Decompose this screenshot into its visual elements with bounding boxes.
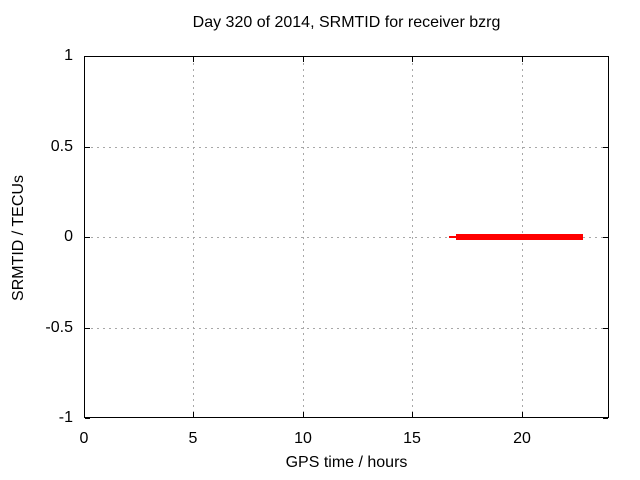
x-tick-mark-top — [412, 57, 413, 62]
y-tick-mark-right — [603, 328, 608, 329]
gridline-y — [85, 147, 608, 148]
y-tick-mark-left — [85, 147, 90, 148]
x-tick-mark-bottom — [193, 412, 194, 417]
y-tick-mark-left — [85, 328, 90, 329]
gridline-y — [85, 328, 608, 329]
y-tick-mark-left — [85, 56, 90, 57]
y-tick-mark-right — [603, 418, 608, 419]
y-tick-label: 0.5 — [50, 138, 73, 155]
gridline-y — [85, 237, 608, 238]
x-tick-mark-bottom — [522, 412, 523, 417]
x-tick-mark-top — [84, 57, 85, 62]
y-tick-label: 1 — [64, 47, 73, 64]
x-axis-title: GPS time / hours — [285, 454, 408, 471]
y-tick-label: -1 — [58, 409, 73, 426]
y-tick-mark-right — [603, 237, 608, 238]
x-tick-label: 20 — [513, 430, 531, 447]
y-tick-mark-left — [85, 418, 90, 419]
chart-title: Day 320 of 2014, SRMTID for receiver bzr… — [192, 14, 501, 31]
x-tick-mark-top — [193, 57, 194, 62]
x-tick-label: 5 — [188, 430, 198, 447]
y-tick-mark-left — [85, 237, 90, 238]
x-tick-mark-bottom — [303, 412, 304, 417]
y-tick-label: 0 — [64, 228, 73, 245]
y-tick-label: -0.5 — [45, 319, 73, 336]
y-tick-mark-right — [603, 147, 608, 148]
data-series-segment — [449, 236, 456, 238]
x-tick-label: 15 — [403, 430, 421, 447]
x-tick-mark-top — [522, 57, 523, 62]
y-tick-mark-right — [603, 56, 608, 57]
x-tick-label: 10 — [294, 430, 312, 447]
data-series-segment — [456, 234, 583, 240]
x-tick-mark-bottom — [412, 412, 413, 417]
x-tick-label: 0 — [79, 430, 89, 447]
x-tick-mark-top — [303, 57, 304, 62]
x-tick-mark-bottom — [84, 412, 85, 417]
